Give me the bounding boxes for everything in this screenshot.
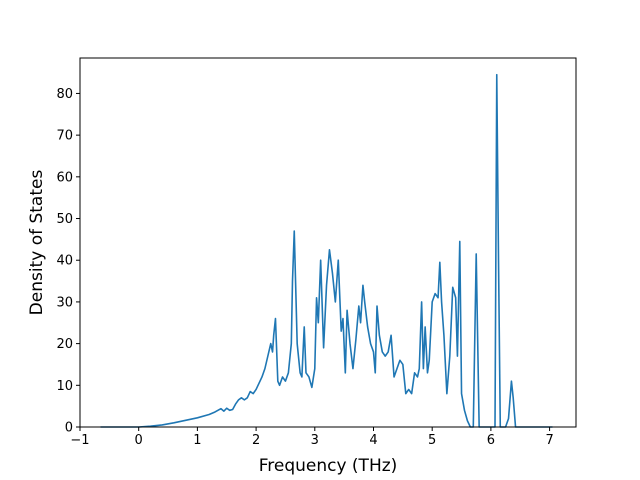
y-tick-label: 50 (56, 212, 73, 227)
x-tick-label: 7 (545, 433, 553, 448)
y-tick-label: 60 (56, 170, 73, 185)
x-axis-ticks: −1 0 1 2 3 4 5 6 7 (70, 427, 554, 448)
x-axis-title: Frequency (THz) (259, 456, 398, 476)
x-tick-label: 0 (135, 433, 143, 448)
y-axis-ticks: 0 10 20 30 40 50 60 70 80 (56, 87, 80, 436)
y-tick-label: 20 (56, 337, 73, 352)
x-tick-label: 2 (252, 433, 260, 448)
y-tick-label: 10 (56, 379, 73, 394)
y-tick-label: 30 (56, 295, 73, 310)
x-tick-label: 3 (311, 433, 319, 448)
y-axis-title: Density of States (27, 170, 47, 316)
x-tick-label: −1 (70, 433, 89, 448)
plot-frame (79, 57, 577, 428)
x-tick-label: 6 (487, 433, 495, 448)
y-tick-label: 80 (56, 87, 73, 102)
y-tick-label: 40 (56, 254, 73, 269)
y-tick-label: 70 (56, 129, 73, 144)
dos-series-line-0 (100, 73, 553, 428)
plot-layer (100, 73, 553, 428)
x-tick-label: 4 (369, 433, 377, 448)
x-tick-label: 1 (193, 433, 201, 448)
x-tick-label: 5 (428, 433, 436, 448)
y-tick-label: 0 (65, 421, 73, 436)
